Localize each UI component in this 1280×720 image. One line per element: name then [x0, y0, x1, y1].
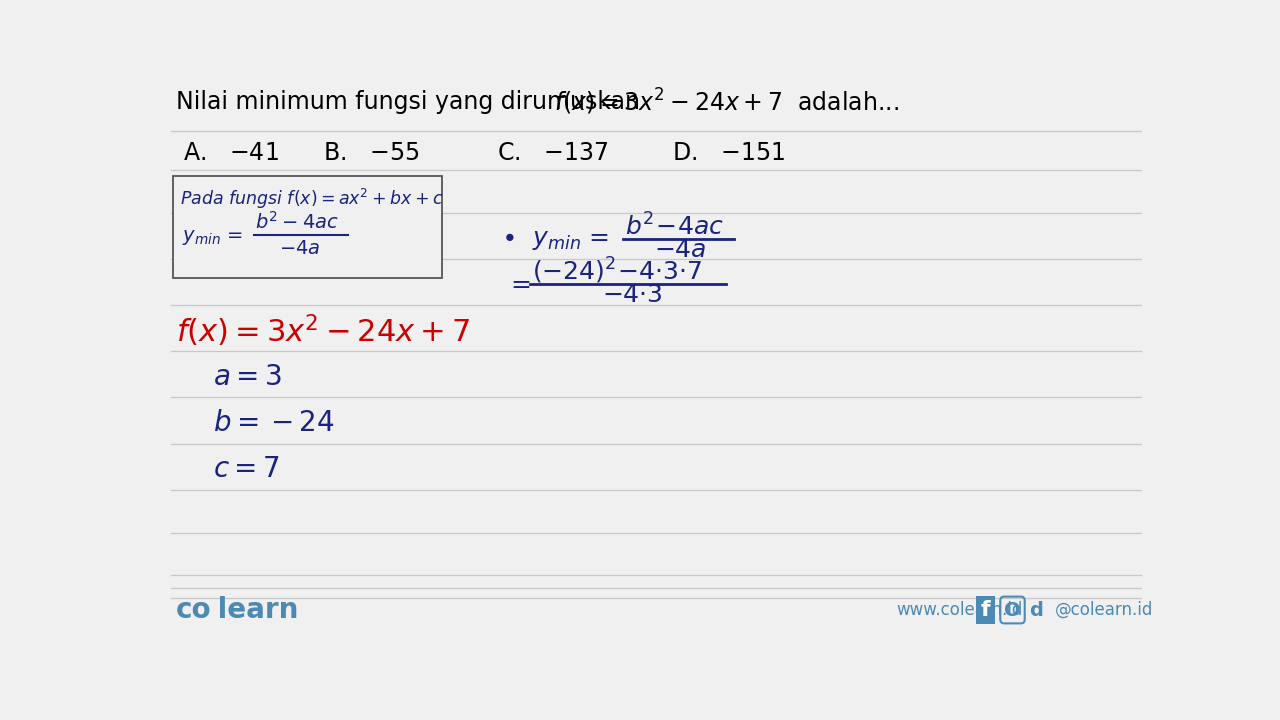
Text: $-4a$: $-4a$	[654, 238, 707, 262]
Text: Pada fungsi $f(x) = ax^2 + bx + c$: Pada fungsi $f(x) = ax^2 + bx + c$	[180, 186, 444, 210]
Text: $a = 3$: $a = 3$	[212, 363, 282, 391]
Text: $f(x) = 3x^2 - 24x + 7$  adalah...: $f(x) = 3x^2 - 24x + 7$ adalah...	[554, 86, 899, 117]
Text: co: co	[175, 596, 211, 624]
Text: f: f	[980, 600, 991, 620]
Text: C.   $-137$: C. $-137$	[497, 140, 608, 165]
Text: $b = -24$: $b = -24$	[212, 409, 334, 437]
Text: learn: learn	[209, 596, 298, 624]
Text: d: d	[1029, 600, 1043, 619]
Text: =: =	[511, 273, 531, 297]
Text: A.   $-41$: A. $-41$	[183, 140, 279, 165]
Text: $y_{min}$ =: $y_{min}$ =	[182, 228, 242, 247]
Text: $c = 7$: $c = 7$	[212, 455, 279, 483]
Text: $-4a$: $-4a$	[279, 238, 320, 258]
Text: Nilai minimum fungsi yang dirumuskan: Nilai minimum fungsi yang dirumuskan	[175, 90, 646, 114]
Text: $\bullet$  $y_{min}$ =: $\bullet$ $y_{min}$ =	[500, 228, 609, 253]
FancyBboxPatch shape	[173, 176, 442, 278]
Text: www.colearn.id: www.colearn.id	[896, 601, 1023, 619]
Text: $b^2 - 4ac$: $b^2 - 4ac$	[255, 211, 339, 233]
Text: $-4{\cdot}3$: $-4{\cdot}3$	[602, 283, 663, 307]
Text: B.   $-55$: B. $-55$	[323, 140, 419, 165]
Text: @colearn.id: @colearn.id	[1055, 601, 1153, 619]
Text: $(-24)^2\!-\!4{\cdot}3{\cdot}7$: $(-24)^2\!-\!4{\cdot}3{\cdot}7$	[532, 256, 703, 287]
Text: $b^2\!-\!4ac$: $b^2\!-\!4ac$	[625, 213, 723, 240]
Text: $f(x) = 3x^2 - 24x + 7$: $f(x) = 3x^2 - 24x + 7$	[175, 312, 470, 348]
Text: O: O	[1005, 600, 1021, 619]
Text: D.   $-151$: D. $-151$	[672, 140, 785, 165]
